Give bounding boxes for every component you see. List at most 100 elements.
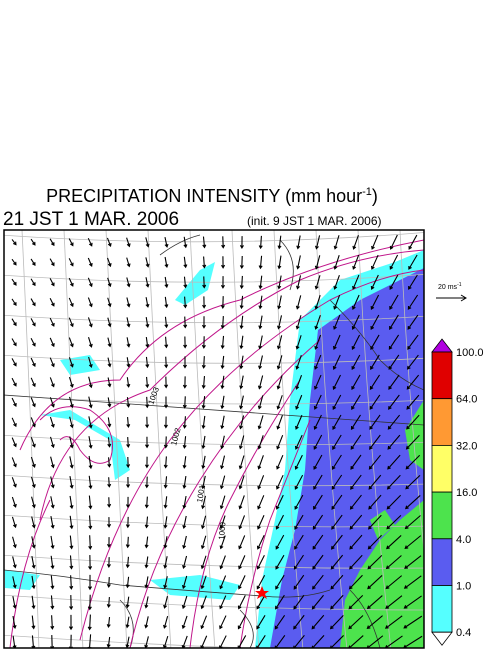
wind-arrow [329,614,344,630]
wind-arrow [106,557,111,568]
wind-arrow [403,615,423,629]
wind-arrow [145,336,150,349]
wind-arrow [408,254,418,270]
wind-arrow [220,335,225,350]
wind-arrow [144,576,149,589]
wind-arrow [333,334,341,350]
wind-arrow [349,554,363,570]
wind-arrow [277,235,282,250]
wind-legend-label: 20 ms-1 [438,282,462,291]
wind-arrow [313,454,323,470]
wind-arrow [295,394,303,410]
wind-arrow [311,594,324,610]
wind-arrow [106,537,112,548]
wind-arrow [404,535,422,550]
wind-arrow [351,394,361,410]
wind-arrow [164,376,169,389]
wind-legend-arrow [436,294,467,302]
wind-arrow [181,615,188,630]
map-frame [3,229,425,649]
wind-arrow [68,258,74,267]
wind-arrow [68,297,74,308]
wind-arrow [88,555,93,571]
wind-arrow [385,555,402,570]
precip-heavy [340,500,424,648]
wind-arrow [275,554,285,570]
wind-arrow [367,554,383,570]
wind-arrow [348,594,364,610]
wind-arrow [295,414,303,430]
wind-arrow [238,435,245,450]
wind-arrow [202,276,207,289]
wind-arrow [257,395,264,410]
wind-arrow [182,356,188,369]
wind-arrow [314,235,321,250]
wind-arrow [69,495,74,510]
wind-arrow [49,278,55,287]
wind-arrow [107,277,112,288]
wind-arrow [406,354,419,370]
wind-arrow [145,317,150,328]
wind-arrow [258,275,263,290]
wind-arrow [31,556,36,569]
wind-arrow [144,456,149,469]
wind-arrow [276,395,283,410]
title-text: PRECIPITATION INTENSITY (mm hour [46,186,362,206]
wind-arrow [202,236,207,249]
wind-arrow [238,495,245,510]
wind-arrow [220,355,225,370]
wind-arrow [183,276,188,289]
grid-line [4,634,260,648]
grid-line [4,434,424,446]
wind-arrow [256,615,266,630]
wind-arrow [68,277,74,287]
wind-arrow [350,434,362,450]
wind-arrow [219,595,227,610]
wind-arrow [276,355,283,370]
wind-arrow [11,377,17,387]
contour-label: 1000 [217,521,228,540]
wind-arrow [352,274,360,290]
wind-arrow [406,414,420,430]
wind-arrow [164,356,169,369]
wind-arrow [107,337,112,348]
wind-arrow [312,514,324,530]
wind-arrow [87,297,93,308]
wind-arrow [239,415,245,430]
wind-arrow [200,595,207,610]
wind-arrow [49,436,55,449]
wind-arrow [256,575,266,590]
wind-arrow [312,574,324,590]
wind-arrow [201,455,206,470]
colorbar-segment [431,444,453,493]
wind-arrow [30,298,36,307]
wind-arrow [87,594,92,611]
grid-line [4,474,424,487]
wind-arrow [49,377,55,388]
wind-arrow [145,436,150,449]
colorbar-label: 0.4 [456,627,471,639]
wind-arrow [126,377,131,388]
wind-arrow [88,455,93,470]
wind-arrow [107,517,112,528]
wind-arrow [311,634,325,648]
wind-arrow [145,356,150,369]
wind-arrow [88,495,93,510]
wind-arrow [200,575,207,590]
wind-arrow [126,317,131,328]
wind-arrow [11,338,17,347]
wind-arrow [404,515,421,530]
wind-arrow [49,317,55,327]
wind-arrow [11,278,17,286]
wind-arrow [238,555,246,570]
wind-arrow [405,474,421,490]
wind-arrow [238,535,246,550]
wind-arrow [312,554,324,570]
grid-line [4,594,424,611]
wind-arrow [348,574,363,590]
wind-arrow [314,334,322,350]
wind-arrow [164,316,169,329]
wind-arrow [126,257,131,268]
wind-arrow [407,294,419,310]
wind-arrow [164,296,169,309]
